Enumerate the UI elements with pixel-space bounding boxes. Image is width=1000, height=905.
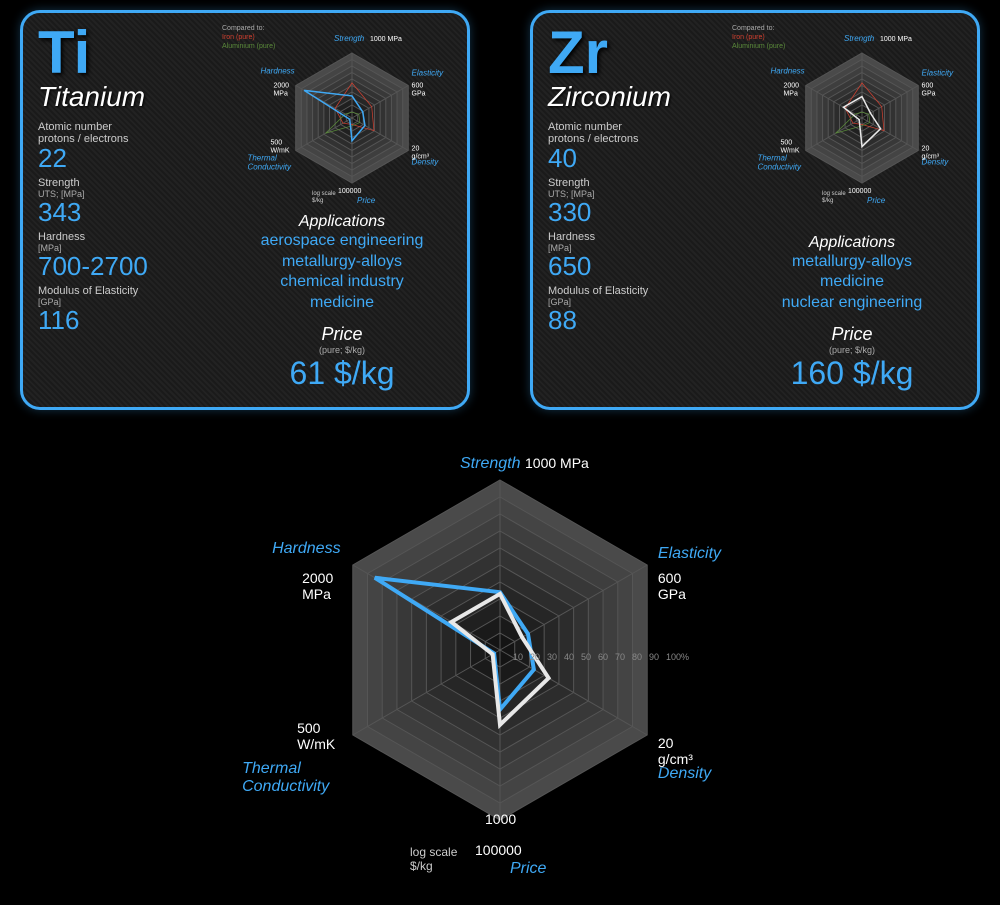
applications-list: metallurgy-alloysmedicinenuclear enginee… bbox=[742, 252, 962, 314]
big-radar: 10 20 30 40 50 60 70 80 90 100% 1000 Strength 1000 … bbox=[200, 420, 800, 900]
application-item: nuclear engineering bbox=[742, 293, 962, 314]
svg-text:Elasticity: Elasticity bbox=[412, 69, 445, 78]
svg-text:1000 MPa: 1000 MPa bbox=[370, 36, 402, 43]
axis-label: ThermalConductivity bbox=[242, 760, 329, 796]
svg-text:2000MPa: 2000MPa bbox=[273, 83, 289, 98]
axis-value: 20g/cm³ bbox=[658, 735, 693, 767]
svg-text:20: 20 bbox=[530, 652, 540, 662]
svg-text:30: 30 bbox=[547, 652, 557, 662]
svg-text:20g/cm³: 20g/cm³ bbox=[922, 146, 940, 161]
axis-value: 1000 MPa bbox=[525, 455, 589, 471]
svg-text:600GPa: 600GPa bbox=[922, 83, 936, 98]
axis-label: Density bbox=[658, 765, 711, 783]
svg-text:10: 10 bbox=[513, 652, 523, 662]
svg-text:Strength: Strength bbox=[334, 34, 365, 43]
svg-text:100%: 100% bbox=[666, 652, 689, 662]
axis-value: 2000MPa bbox=[302, 570, 333, 602]
price-unit: (pure; $/kg) bbox=[742, 345, 962, 355]
svg-text:Price: Price bbox=[357, 196, 376, 205]
right-column: Applications metallurgy-alloysmedicinenu… bbox=[742, 234, 962, 392]
svg-text:Aluminium (pure): Aluminium (pure) bbox=[732, 43, 785, 50]
price-head: Price bbox=[742, 324, 962, 345]
right-column: Applications aerospace engineeringmetall… bbox=[232, 213, 452, 392]
axis-label: Hardness bbox=[272, 540, 340, 558]
big-radar-svg: 10 20 30 40 50 60 70 80 90 100% 1000 bbox=[200, 420, 800, 900]
application-item: chemical industry bbox=[232, 272, 452, 293]
svg-text:2000MPa: 2000MPa bbox=[783, 83, 799, 98]
price-head: Price bbox=[232, 324, 452, 345]
application-item: metallurgy-alloys bbox=[742, 252, 962, 273]
card-row: Ti Titanium Atomic numberprotons / elect… bbox=[0, 0, 1000, 410]
axis-value: 100000 bbox=[475, 842, 522, 858]
svg-text:80: 80 bbox=[632, 652, 642, 662]
svg-text:Compared to:: Compared to: bbox=[732, 25, 774, 32]
svg-text:Compared to:: Compared to: bbox=[222, 25, 264, 32]
axis-value: 600GPa bbox=[658, 570, 686, 602]
svg-text:Iron (pure): Iron (pure) bbox=[222, 34, 255, 41]
svg-text:Elasticity: Elasticity bbox=[922, 69, 955, 78]
big-radar-wrap: 10 20 30 40 50 60 70 80 90 100% 1000 Strength 1000 … bbox=[0, 420, 1000, 900]
svg-text:Price: Price bbox=[867, 196, 886, 205]
price-value: 160 $/kg bbox=[742, 355, 962, 392]
svg-text:60: 60 bbox=[598, 652, 608, 662]
svg-text:100000: 100000 bbox=[848, 188, 871, 195]
svg-text:600GPa: 600GPa bbox=[412, 83, 426, 98]
card-titanium: Ti Titanium Atomic numberprotons / elect… bbox=[20, 10, 470, 410]
card-zirconium: Zr Zirconium Atomic numberprotons / elec… bbox=[530, 10, 980, 410]
svg-text:1000: 1000 bbox=[485, 811, 516, 827]
svg-text:Aluminium (pure): Aluminium (pure) bbox=[222, 43, 275, 50]
svg-text:Iron (pure): Iron (pure) bbox=[732, 34, 765, 41]
svg-text:Strength: Strength bbox=[844, 34, 875, 43]
price-value: 61 $/kg bbox=[232, 355, 452, 392]
application-item: medicine bbox=[742, 272, 962, 293]
mini-radar-ti: Compared to: Iron (pure) Aluminium (pure) S… bbox=[212, 18, 462, 218]
svg-text:Hardness: Hardness bbox=[260, 67, 294, 76]
svg-text:log scale$/kg: log scale$/kg bbox=[312, 191, 336, 204]
axis-sublabel: log scale$/kg bbox=[410, 845, 457, 873]
application-item: medicine bbox=[232, 293, 452, 314]
svg-text:Hardness: Hardness bbox=[770, 67, 804, 76]
svg-text:40: 40 bbox=[564, 652, 574, 662]
axis-label: Strength bbox=[460, 455, 520, 473]
application-item: metallurgy-alloys bbox=[232, 252, 452, 273]
svg-text:90: 90 bbox=[649, 652, 659, 662]
svg-text:50: 50 bbox=[581, 652, 591, 662]
svg-text:70: 70 bbox=[615, 652, 625, 662]
svg-text:500W/mK: 500W/mK bbox=[780, 140, 799, 155]
svg-text:500W/mK: 500W/mK bbox=[270, 140, 289, 155]
svg-text:log scale$/kg: log scale$/kg bbox=[822, 191, 846, 204]
applications-head: Applications bbox=[742, 234, 962, 252]
price-unit: (pure; $/kg) bbox=[232, 345, 452, 355]
svg-text:1000 MPa: 1000 MPa bbox=[880, 36, 912, 43]
axis-value: 500W/mK bbox=[297, 720, 335, 752]
applications-list: aerospace engineeringmetallurgy-alloysch… bbox=[232, 231, 452, 314]
axis-label: Elasticity bbox=[658, 545, 721, 563]
svg-text:100000: 100000 bbox=[338, 188, 361, 195]
axis-label: Price bbox=[510, 860, 546, 878]
application-item: aerospace engineering bbox=[232, 231, 452, 252]
svg-text:20g/cm³: 20g/cm³ bbox=[412, 146, 430, 161]
svg-text:ThermalConductivity: ThermalConductivity bbox=[757, 154, 802, 172]
mini-radar-zr: Compared to: Iron (pure) Aluminium (pure) S… bbox=[722, 18, 972, 218]
svg-text:ThermalConductivity: ThermalConductivity bbox=[247, 154, 292, 172]
